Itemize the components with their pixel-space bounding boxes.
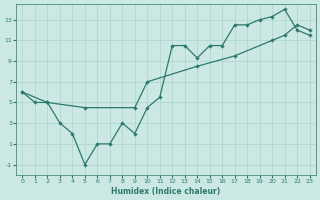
X-axis label: Humidex (Indice chaleur): Humidex (Indice chaleur) xyxy=(111,187,221,196)
